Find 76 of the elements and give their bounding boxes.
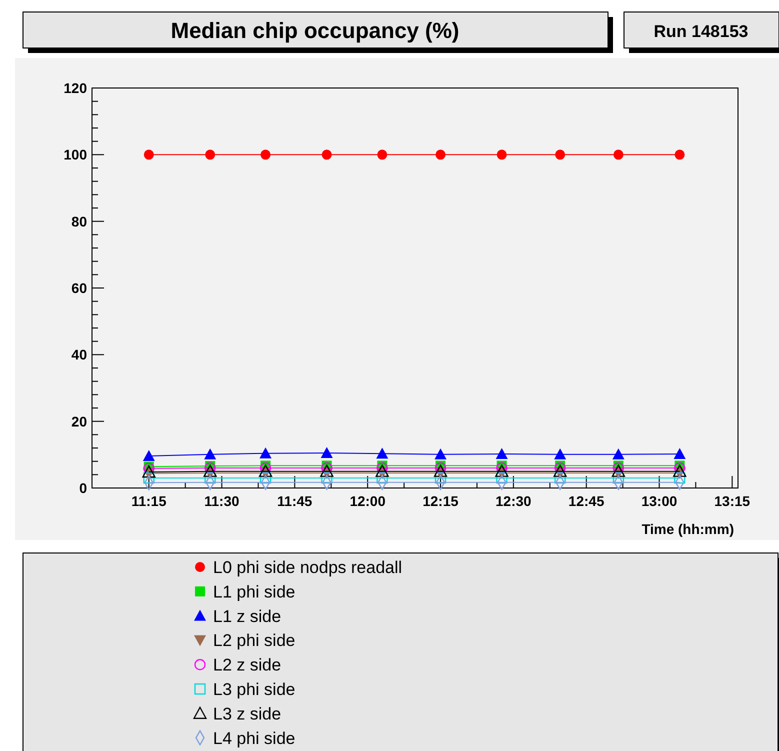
point [204,472,216,484]
x-tick-label: 13:15 [714,493,750,509]
point [376,448,388,459]
legend-label: L4 phi side [213,728,296,748]
point [673,464,686,477]
legend-label: L1 phi side [213,582,296,602]
point [321,472,332,484]
point [321,462,332,474]
point [434,462,446,474]
y-tick-label: 120 [64,80,88,96]
point [496,448,508,459]
point [612,448,624,460]
point [674,448,686,459]
point [496,150,507,160]
point [553,464,567,477]
point [436,150,446,160]
legend-label: L2 z side [213,656,282,675]
x-tick-label: 12:15 [422,493,459,509]
x-tick-label: 11:15 [131,493,167,509]
point [434,448,447,460]
point [496,472,508,484]
point [322,150,332,160]
point [204,464,217,477]
legend-label: L2 phi side [213,631,296,650]
y-tick-label: 40 [71,346,88,363]
point [496,462,508,474]
point [144,150,154,160]
y-tick-label: 20 [71,413,88,430]
legend-label: L3 phi side [213,680,296,699]
text: Run 148153 [654,22,748,41]
point [495,464,508,477]
point [320,447,333,458]
point [143,472,154,484]
point [554,462,566,474]
x-tick-label: 12:45 [568,493,604,509]
legend-label: L1 z side [213,606,282,626]
point [674,462,686,474]
point [434,472,446,484]
y-tick-label: 0 [79,480,88,496]
point [204,448,216,460]
legend-label: L0 phi side nodps readall [213,558,402,577]
point [612,464,626,477]
point [377,150,388,160]
point [260,472,272,484]
point [554,472,566,484]
point [434,464,448,477]
point [674,150,685,160]
point [205,150,216,160]
y-tick-label: 60 [71,280,88,296]
point [258,464,272,477]
legend-label: L3 z side [213,704,282,724]
point [612,472,624,484]
point [376,464,389,477]
x-tick-label: 12:30 [496,493,532,509]
point [376,472,388,484]
point [142,450,155,461]
point [260,150,271,160]
point [260,447,272,458]
x-tick-label: 13:00 [641,493,678,509]
point [554,448,566,460]
point [612,462,624,474]
chart-title: Median chip occupancy (%) [170,18,460,43]
point [613,150,624,160]
point [320,464,334,477]
y-tick-label: 100 [64,146,88,163]
x-tick-label: 12:00 [350,493,386,509]
point [142,465,156,478]
point [376,462,388,474]
x-tick-label: 11:30 [204,493,240,509]
x-axis-title: Time (hh:mm) [642,521,734,537]
point [204,462,216,474]
point [555,150,566,160]
x-tick-label: 11:45 [277,493,312,509]
y-tick-label: 80 [71,213,88,230]
point [260,462,272,474]
point [674,472,686,484]
